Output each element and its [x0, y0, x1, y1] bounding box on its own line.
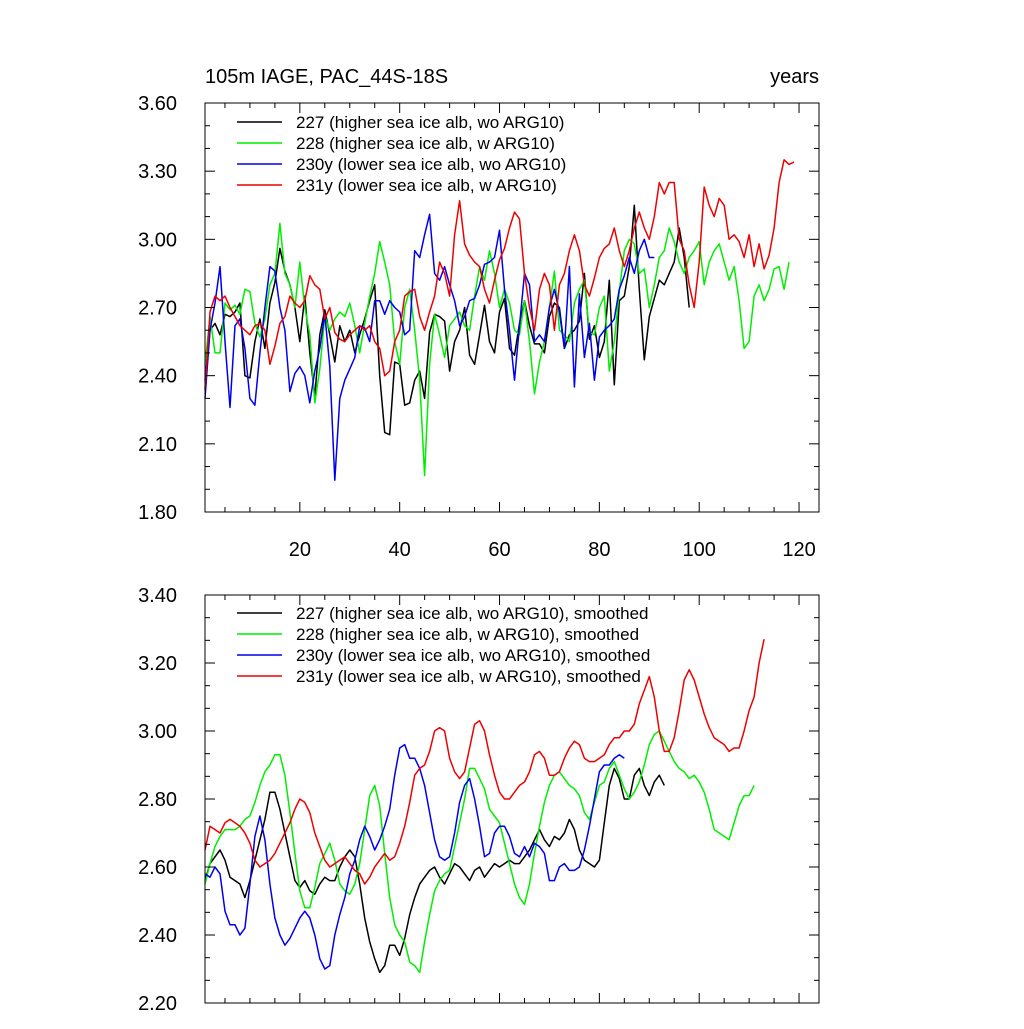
x-tick-label: 100	[683, 539, 716, 561]
y-tick-label: 3.30	[138, 161, 177, 183]
plot-panel-2: 2.20 2.40 2.60 2.80 3.00 3.20 3.40	[138, 585, 820, 1015]
series-line-2-4	[204, 639, 765, 885]
legend-label-228: 228 (higher sea ice alb, w ARG10)	[296, 134, 555, 153]
y-tick-label: 2.60	[138, 857, 177, 879]
y-tick-label: 3.00	[138, 229, 177, 251]
y-tick-label: 3.20	[138, 653, 177, 675]
y-tick-label: 1.80	[138, 502, 177, 524]
plot-panel-1: 1.80 2.10 2.40 2.70 3.00 3.30 3.60 20 40 60 80 100 1…	[138, 93, 820, 561]
y-tick-label: 3.40	[138, 585, 177, 607]
legend-label-227: 227 (higher sea ice alb, wo ARG10)	[296, 113, 564, 132]
y-tick-label: 2.80	[138, 789, 177, 811]
x-tick-label: 40	[389, 539, 411, 561]
series-line-2-3	[204, 743, 625, 970]
legend-label-227-smoothed: 227 (higher sea ice alb, wo ARG10), smoo…	[296, 604, 648, 623]
chart-title-right: years	[770, 66, 819, 88]
legend-label-230y-smoothed: 230y (lower sea ice alb, wo ARG10), smoo…	[296, 646, 650, 665]
y-tick-label: 2.40	[138, 366, 177, 388]
x-tick-label: 60	[488, 539, 510, 561]
chart-title: 105m IAGE, PAC_44S-18S	[205, 66, 448, 88]
y-tick-label: 2.70	[138, 298, 177, 320]
y-tick-label: 2.10	[138, 434, 177, 456]
x-tick-label: 80	[588, 539, 610, 561]
legend-label-231y: 231y (lower sea ice alb, w ARG10)	[296, 176, 557, 195]
series-line-2-2	[204, 730, 755, 974]
y-tick-label: 3.00	[138, 721, 177, 743]
y-tick-label: 2.40	[138, 925, 177, 947]
legend-bottom: 227 (higher sea ice alb, wo ARG10), smoo…	[237, 604, 650, 686]
legend-label-228-smoothed: 228 (higher sea ice alb, w ARG10), smoot…	[296, 625, 639, 644]
x-tick-label: 20	[289, 539, 311, 561]
legend-label-231y-smoothed: 231y (lower sea ice alb, w ARG10), smoot…	[296, 667, 641, 686]
series-line-1-4	[204, 159, 795, 390]
x-tick-label: 120	[782, 539, 815, 561]
series-line-1-3	[204, 213, 655, 481]
legend-top: 227 (higher sea ice alb, wo ARG10) 228 (…	[237, 113, 566, 195]
y-tick-label: 2.20	[138, 993, 177, 1015]
legend-label-230y: 230y (lower sea ice alb, wo ARG10)	[296, 155, 566, 174]
y-tick-label: 3.60	[138, 93, 177, 115]
series-line-2-1	[204, 767, 665, 974]
series-line-1-2	[204, 222, 790, 477]
